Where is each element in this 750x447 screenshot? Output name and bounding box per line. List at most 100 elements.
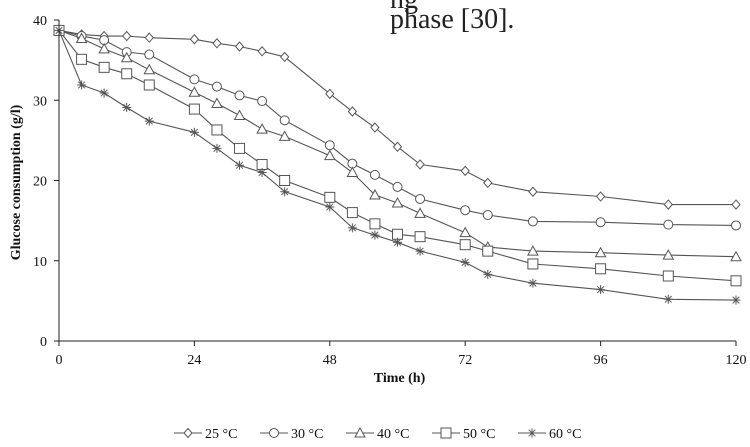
- x-tick-label: 96: [594, 353, 608, 368]
- plot-area: [53, 24, 742, 305]
- data-point: [392, 228, 403, 240]
- series-line: [58, 29, 737, 226]
- data-point: [122, 30, 132, 42]
- data-point: [595, 191, 606, 202]
- x-tick-label: 0: [56, 353, 63, 368]
- y-tick-label: 30: [33, 94, 47, 109]
- data-point: [730, 275, 742, 287]
- data-point: [189, 74, 200, 85]
- data-point: [257, 96, 268, 107]
- series-star: [54, 25, 741, 305]
- data-point: [122, 102, 132, 112]
- series-square: [53, 24, 742, 287]
- legend-item: 60 °C: [518, 427, 581, 442]
- data-point: [663, 219, 674, 230]
- data-point: [257, 167, 267, 177]
- legend-label: 40 °C: [377, 427, 409, 442]
- data-point: [459, 226, 472, 238]
- legend-marker: [183, 427, 193, 439]
- data-point: [144, 116, 154, 126]
- data-point: [527, 258, 539, 270]
- data-point: [414, 231, 426, 243]
- data-point: [594, 246, 607, 258]
- data-point: [211, 124, 223, 136]
- data-point: [731, 295, 741, 305]
- data-point: [279, 115, 290, 126]
- data-point: [234, 142, 246, 154]
- body-text-line-2: phase [30].: [390, 4, 515, 35]
- data-point: [77, 80, 87, 90]
- data-point: [76, 53, 88, 65]
- y-tick-label: 10: [33, 255, 47, 270]
- data-point: [662, 270, 674, 282]
- data-point: [99, 88, 109, 98]
- legend-marker: [269, 428, 279, 438]
- data-point: [346, 207, 358, 219]
- x-axis-title: Time (h): [374, 371, 426, 386]
- data-point: [369, 218, 381, 230]
- axes: 0 10 20 30 40 0 24 48 72 96 120: [33, 14, 747, 368]
- data-point: [663, 199, 673, 210]
- data-point: [212, 143, 222, 153]
- data-point: [324, 140, 335, 151]
- data-point: [189, 127, 199, 137]
- data-point: [279, 51, 290, 63]
- data-point: [121, 68, 133, 80]
- data-point: [482, 210, 493, 221]
- data-point: [596, 285, 606, 295]
- data-point: [98, 42, 110, 54]
- data-point: [233, 109, 246, 120]
- legend-label: 50 °C: [463, 427, 495, 442]
- legend-marker: [440, 427, 452, 439]
- legend-marker: [354, 426, 366, 438]
- data-point: [459, 239, 471, 251]
- data-point: [369, 188, 381, 200]
- legend-item: 50 °C: [432, 427, 495, 442]
- data-point: [595, 217, 606, 228]
- data-point: [347, 106, 358, 117]
- legend-item: 30 °C: [260, 427, 323, 442]
- data-point: [234, 41, 245, 52]
- data-point: [731, 199, 741, 210]
- data-point: [414, 207, 426, 218]
- data-point: [392, 181, 403, 192]
- series-triangle: [53, 24, 742, 262]
- y-tick-label: 40: [33, 14, 47, 29]
- data-point: [730, 250, 742, 262]
- data-point: [415, 193, 426, 204]
- data-point: [460, 165, 470, 177]
- legend-item: 25 °C: [174, 427, 237, 442]
- x-tick-label: 48: [323, 353, 337, 368]
- data-point: [256, 158, 268, 170]
- legend: 25 °C 30 °C 40 °C 50 °C 60 °C: [174, 426, 581, 442]
- data-point: [144, 49, 155, 60]
- data-point: [347, 223, 357, 233]
- x-tick-label: 24: [187, 353, 201, 368]
- data-point: [143, 63, 156, 75]
- data-point: [234, 90, 245, 101]
- data-point: [482, 245, 494, 257]
- series-line: [58, 30, 737, 301]
- data-point: [189, 34, 200, 45]
- data-point: [460, 205, 471, 216]
- data-point: [144, 32, 154, 43]
- data-point: [528, 186, 538, 197]
- y-axis-title: Glucose consumption (g/l): [9, 104, 24, 260]
- data-point: [235, 160, 245, 170]
- data-point: [663, 294, 673, 304]
- data-point: [393, 237, 402, 247]
- body-text: ng phase [30].: [390, 0, 515, 35]
- data-point: [370, 230, 380, 240]
- data-point: [212, 38, 222, 49]
- data-point: [528, 278, 538, 288]
- data-point: [256, 123, 268, 134]
- data-point: [483, 269, 493, 279]
- data-point: [415, 246, 425, 256]
- legend-label: 30 °C: [291, 427, 323, 442]
- data-point: [323, 149, 336, 161]
- legend-label: 25 °C: [205, 427, 237, 442]
- data-point: [257, 46, 267, 57]
- data-point: [188, 86, 201, 97]
- data-point: [391, 196, 404, 208]
- y-tick-label: 0: [40, 335, 47, 350]
